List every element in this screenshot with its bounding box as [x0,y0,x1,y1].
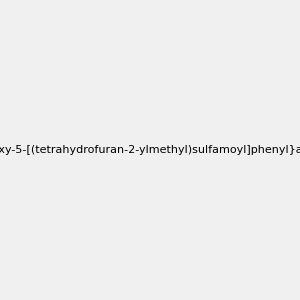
Text: N-{2-ethoxy-5-[(tetrahydrofuran-2-ylmethyl)sulfamoyl]phenyl}acetamide: N-{2-ethoxy-5-[(tetrahydrofuran-2-ylmeth… [0,145,300,155]
